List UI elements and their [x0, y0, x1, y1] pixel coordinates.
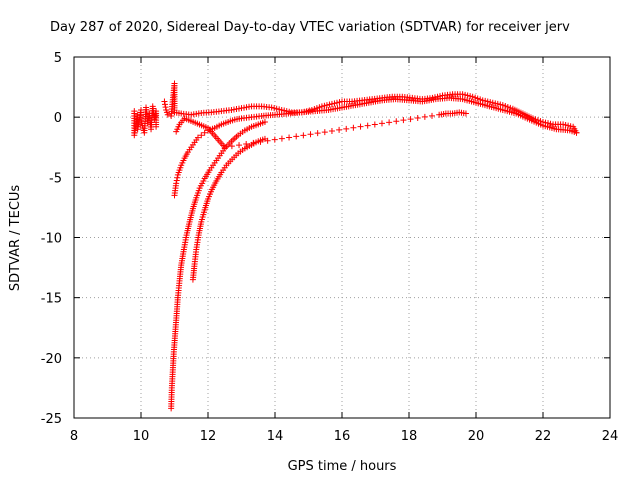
data-point-satellite-track-b [268, 104, 275, 111]
data-point-satellite-track-b [276, 106, 283, 113]
data-point-satellite-track-f [364, 122, 371, 129]
data-point-satellite-track-c [173, 180, 180, 187]
data-point-satellite-track-c [173, 177, 180, 184]
data-point-satellite-track-f [278, 135, 285, 142]
x-tick-label: 16 [334, 429, 351, 444]
data-point-satellite-track-b [567, 123, 574, 130]
data-point-satellite-track-b [162, 101, 169, 108]
data-point-satellite-track-b [336, 99, 343, 106]
data-point-satellite-track-f [300, 132, 307, 139]
chart-title: Day 287 of 2020, Sidereal Day-to-day VTE… [50, 20, 570, 35]
data-point-satellite-track-f [378, 120, 385, 127]
data-point-satellite-track-b [467, 93, 474, 100]
data-point-satellite-track-b [331, 100, 338, 107]
y-axis-ticks: -25 -20 -15 -10 -5 0 5 [41, 51, 610, 427]
y-axis-label: SDTVAR / TECUs [8, 185, 23, 292]
data-point-satellite-track-f [371, 121, 378, 128]
data-point-satellite-track-b [164, 111, 171, 118]
data-point-satellite-track-f [400, 117, 407, 124]
data-point-satellite-track-f [243, 141, 250, 148]
data-point-satellite-track-f [421, 113, 428, 120]
data-point-satellite-track-c [194, 134, 201, 141]
data-point-satellite-track-c [573, 129, 580, 136]
data-point-satellite-track-f [257, 138, 264, 145]
data-point-satellite-track-b [323, 102, 330, 109]
data-point-satellite-track-f [350, 124, 357, 131]
data-point-satellite-track-a [151, 113, 158, 120]
data-point-satellite-track-c [201, 129, 208, 136]
data-point-satellite-track-f [462, 110, 469, 117]
data-marks [131, 80, 580, 412]
x-tick-label: 10 [133, 429, 150, 444]
data-point-satellite-track-b [494, 100, 501, 107]
data-point-satellite-track-b [472, 94, 479, 101]
data-point-satellite-track-b [545, 120, 552, 127]
data-point-satellite-track-f [314, 130, 321, 137]
data-point-satellite-track-b [487, 99, 494, 106]
y-tick-label: -10 [41, 232, 62, 247]
data-point-satellite-track-f [357, 123, 364, 130]
data-point-satellite-track-b [161, 98, 168, 105]
data-point-satellite-track-f [293, 133, 300, 140]
y-tick-label: -20 [41, 352, 62, 367]
x-tick-label: 18 [401, 429, 418, 444]
x-tick-label: 20 [468, 429, 485, 444]
data-point-satellite-track-b [474, 95, 481, 102]
data-point-satellite-track-f [343, 125, 350, 132]
data-point-satellite-track-b [492, 100, 499, 107]
data-point-satellite-track-b [547, 120, 554, 127]
data-point-satellite-track-f [236, 142, 243, 149]
data-point-satellite-track-b [484, 98, 491, 105]
x-tick-label: 12 [200, 429, 217, 444]
data-point-satellite-track-f [328, 128, 335, 135]
data-point-satellite-track-a [153, 123, 160, 130]
data-point-satellite-track-b [565, 122, 572, 129]
data-point-satellite-track-b [333, 99, 340, 106]
data-point-satellite-track-f [250, 139, 257, 146]
data-point-satellite-track-d [261, 118, 268, 125]
data-point-satellite-track-c [174, 174, 181, 181]
y-tick-label: -25 [41, 412, 62, 427]
data-point-satellite-track-b [328, 100, 335, 107]
data-point-satellite-track-b [464, 92, 471, 99]
data-point-satellite-track-c [198, 132, 205, 139]
data-point-satellite-track-f [393, 118, 400, 125]
data-point-satellite-track-b [560, 121, 567, 128]
data-point-satellite-track-b [489, 99, 496, 106]
data-point-satellite-track-b [313, 105, 320, 112]
data-point-satellite-track-b [507, 104, 514, 111]
x-tick-label: 22 [535, 429, 552, 444]
x-tick-label: 8 [70, 429, 78, 444]
x-axis-label: GPS time / hours [288, 459, 397, 474]
data-point-satellite-track-f [414, 115, 421, 122]
data-point-satellite-track-f [221, 144, 228, 151]
x-tick-label: 24 [602, 429, 619, 444]
x-axis-ticks: 8 10 12 14 16 18 20 22 24 [70, 57, 618, 444]
data-point-satellite-track-b [306, 107, 313, 114]
data-point-satellite-track-f [271, 136, 278, 143]
data-point-satellite-track-f [429, 112, 436, 119]
data-point-satellite-track-f [386, 119, 393, 126]
x-tick-label: 14 [267, 429, 284, 444]
data-point-satellite-track-f [407, 116, 414, 123]
data-point-satellite-track-b [504, 103, 511, 110]
y-tick-label: -5 [49, 171, 62, 186]
data-point-satellite-track-b [326, 101, 333, 108]
data-point-satellite-track-b [162, 104, 169, 111]
data-point-satellite-track-f [286, 134, 293, 141]
data-point-satellite-track-b [273, 105, 280, 112]
data-point-satellite-track-f [336, 126, 343, 133]
data-point-satellite-track-f [264, 137, 271, 144]
data-point-satellite-track-f [307, 131, 314, 138]
data-point-satellite-track-f [321, 129, 328, 136]
y-tick-label: -15 [41, 292, 62, 307]
y-tick-label: 0 [54, 111, 62, 126]
data-point-satellite-track-b [469, 93, 476, 100]
data-point-satellite-track-b [271, 105, 278, 112]
data-point-satellite-track-f [228, 143, 235, 150]
data-point-satellite-track-b [562, 121, 569, 128]
y-tick-label: 5 [54, 51, 62, 66]
